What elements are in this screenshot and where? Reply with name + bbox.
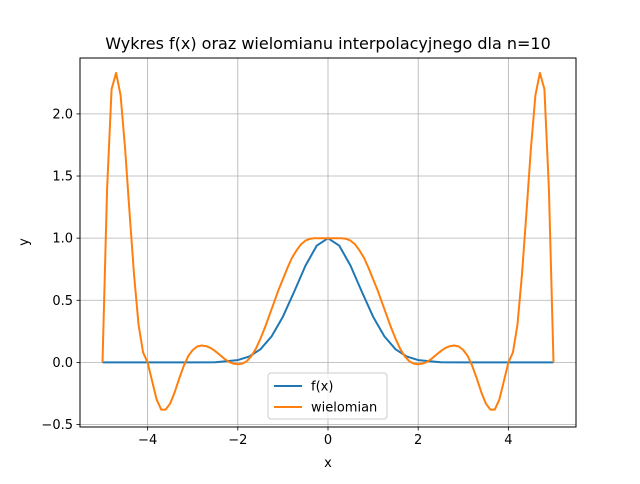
chart-title: Wykres f(x) oraz wielomianu interpolacyj… — [105, 34, 551, 53]
y-tick-label: 0.5 — [52, 294, 73, 309]
y-tick-label: 0.0 — [52, 356, 73, 371]
y-ticks: −0.5 0.0 0.5 1.0 1.5 2.0 — [41, 107, 80, 433]
x-tick-label: 0 — [324, 433, 332, 448]
x-tick-label: 4 — [504, 433, 512, 448]
y-tick-label: 1.5 — [52, 170, 73, 185]
y-tick-label: 2.0 — [52, 107, 73, 122]
y-axis-label: y — [17, 238, 32, 246]
x-tick-label: −4 — [138, 433, 157, 448]
x-axis-label: x — [324, 456, 332, 471]
x-ticks: −4 −2 0 2 4 — [138, 427, 513, 448]
grid — [80, 58, 576, 427]
x-tick-label: −2 — [228, 433, 247, 448]
legend-label: wielomian — [311, 401, 377, 416]
x-tick-label: 2 — [414, 433, 422, 448]
legend: f(x) wielomian — [267, 372, 388, 420]
y-tick-label: 1.0 — [52, 232, 73, 247]
series-layer — [101, 71, 555, 411]
y-tick-label: −0.5 — [41, 418, 73, 433]
series-line-1 — [101, 71, 555, 411]
legend-label: f(x) — [311, 380, 333, 395]
